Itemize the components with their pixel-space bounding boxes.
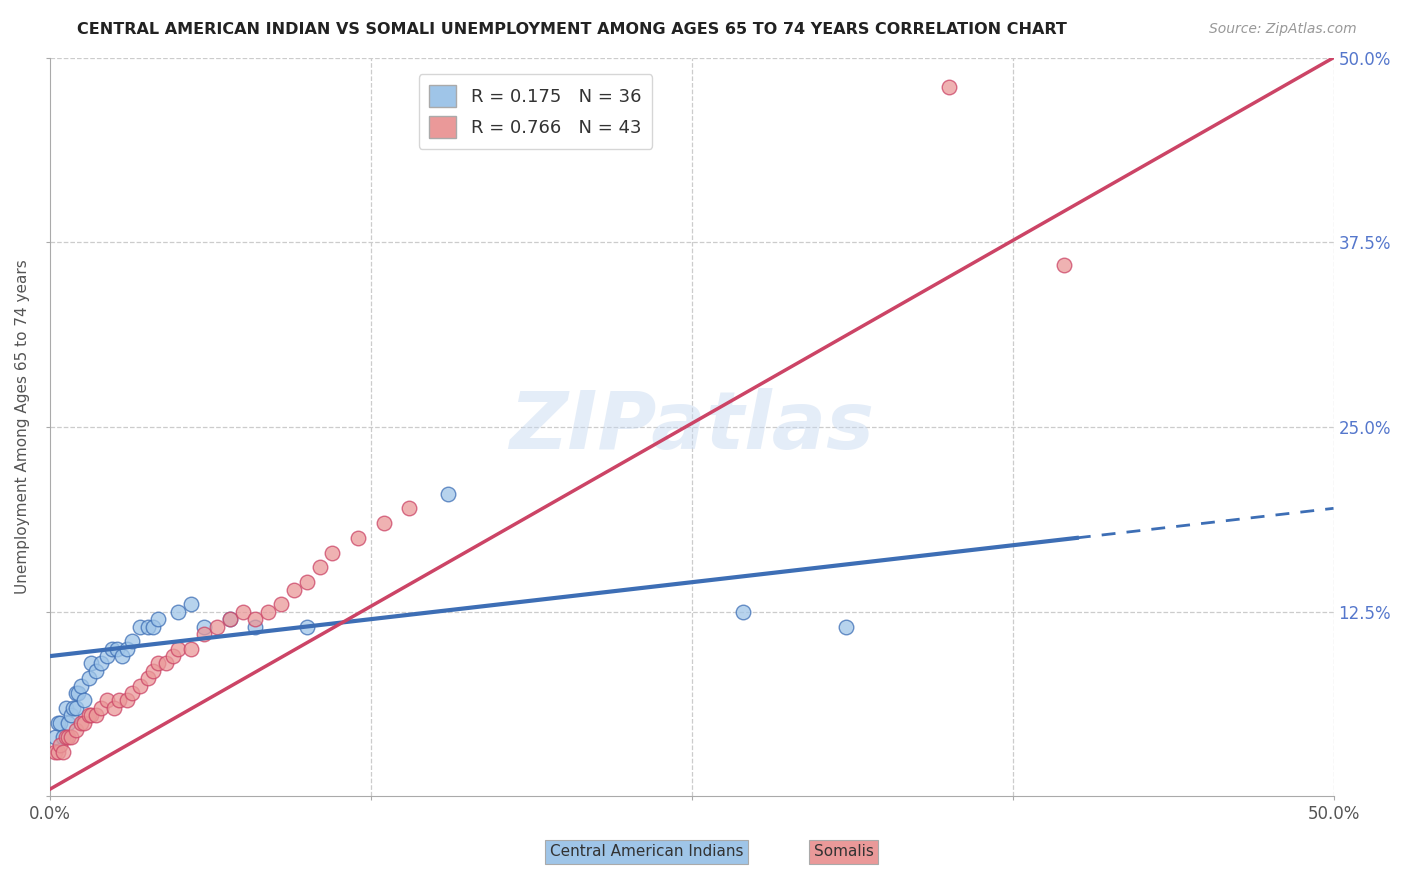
Point bbox=[77, 671, 100, 685]
Point bbox=[245, 619, 267, 633]
Point bbox=[180, 641, 202, 656]
Point bbox=[167, 641, 190, 656]
Point bbox=[65, 723, 87, 737]
Point bbox=[129, 619, 152, 633]
Point bbox=[270, 598, 292, 612]
Point bbox=[55, 700, 77, 714]
Point bbox=[90, 657, 112, 671]
Point bbox=[55, 731, 77, 745]
Point bbox=[72, 693, 94, 707]
Point bbox=[146, 612, 169, 626]
Text: Source: ZipAtlas.com: Source: ZipAtlas.com bbox=[1209, 22, 1357, 37]
Y-axis label: Unemployment Among Ages 65 to 74 years: Unemployment Among Ages 65 to 74 years bbox=[15, 260, 30, 594]
Point bbox=[49, 715, 72, 730]
Point bbox=[938, 80, 960, 95]
Point bbox=[67, 686, 90, 700]
Point bbox=[105, 641, 128, 656]
Point bbox=[308, 560, 330, 574]
Point bbox=[162, 649, 184, 664]
Point bbox=[90, 700, 112, 714]
Point bbox=[56, 715, 79, 730]
Point bbox=[80, 708, 103, 723]
Point bbox=[46, 715, 69, 730]
Point bbox=[218, 612, 240, 626]
Text: ZIPatlas: ZIPatlas bbox=[509, 388, 875, 466]
Point bbox=[52, 731, 75, 745]
Point bbox=[77, 708, 100, 723]
Text: Central American Indians: Central American Indians bbox=[550, 845, 744, 859]
Point bbox=[733, 605, 755, 619]
Point bbox=[103, 700, 125, 714]
Point bbox=[398, 501, 420, 516]
Point bbox=[295, 619, 318, 633]
Point bbox=[86, 664, 108, 678]
Point bbox=[59, 731, 82, 745]
Legend: R = 0.175   N = 36, R = 0.766   N = 43: R = 0.175 N = 36, R = 0.766 N = 43 bbox=[419, 74, 652, 149]
Point bbox=[121, 634, 143, 648]
Point bbox=[129, 679, 152, 693]
Point bbox=[283, 582, 305, 597]
Point bbox=[70, 715, 93, 730]
Point bbox=[52, 745, 75, 759]
Point bbox=[257, 605, 280, 619]
Point bbox=[136, 671, 159, 685]
Point bbox=[193, 619, 215, 633]
Point bbox=[72, 715, 94, 730]
Text: CENTRAL AMERICAN INDIAN VS SOMALI UNEMPLOYMENT AMONG AGES 65 TO 74 YEARS CORRELA: CENTRAL AMERICAN INDIAN VS SOMALI UNEMPL… bbox=[77, 22, 1067, 37]
Point bbox=[167, 605, 190, 619]
Point bbox=[44, 731, 66, 745]
Point bbox=[115, 641, 138, 656]
Point bbox=[121, 686, 143, 700]
Point bbox=[56, 731, 79, 745]
Point bbox=[155, 657, 177, 671]
Point bbox=[86, 708, 108, 723]
Point bbox=[80, 657, 103, 671]
Point bbox=[46, 745, 69, 759]
Point bbox=[193, 627, 215, 641]
Text: Somalis: Somalis bbox=[814, 845, 873, 859]
Point bbox=[437, 486, 460, 500]
Point bbox=[136, 619, 159, 633]
Point bbox=[44, 745, 66, 759]
Point bbox=[146, 657, 169, 671]
Point bbox=[245, 612, 267, 626]
Point bbox=[1053, 258, 1076, 272]
Point bbox=[62, 700, 84, 714]
Point bbox=[96, 693, 118, 707]
Point bbox=[373, 516, 395, 530]
Point bbox=[96, 649, 118, 664]
Point bbox=[205, 619, 228, 633]
Point bbox=[180, 598, 202, 612]
Point bbox=[835, 619, 858, 633]
Point bbox=[65, 700, 87, 714]
Point bbox=[59, 708, 82, 723]
Point bbox=[347, 531, 370, 545]
Point bbox=[49, 738, 72, 752]
Point bbox=[232, 605, 254, 619]
Point bbox=[142, 619, 165, 633]
Point bbox=[100, 641, 122, 656]
Point bbox=[218, 612, 240, 626]
Point bbox=[142, 664, 165, 678]
Point bbox=[108, 693, 131, 707]
Point bbox=[70, 679, 93, 693]
Point bbox=[111, 649, 134, 664]
Point bbox=[115, 693, 138, 707]
Point bbox=[295, 575, 318, 590]
Point bbox=[321, 546, 343, 560]
Point bbox=[65, 686, 87, 700]
